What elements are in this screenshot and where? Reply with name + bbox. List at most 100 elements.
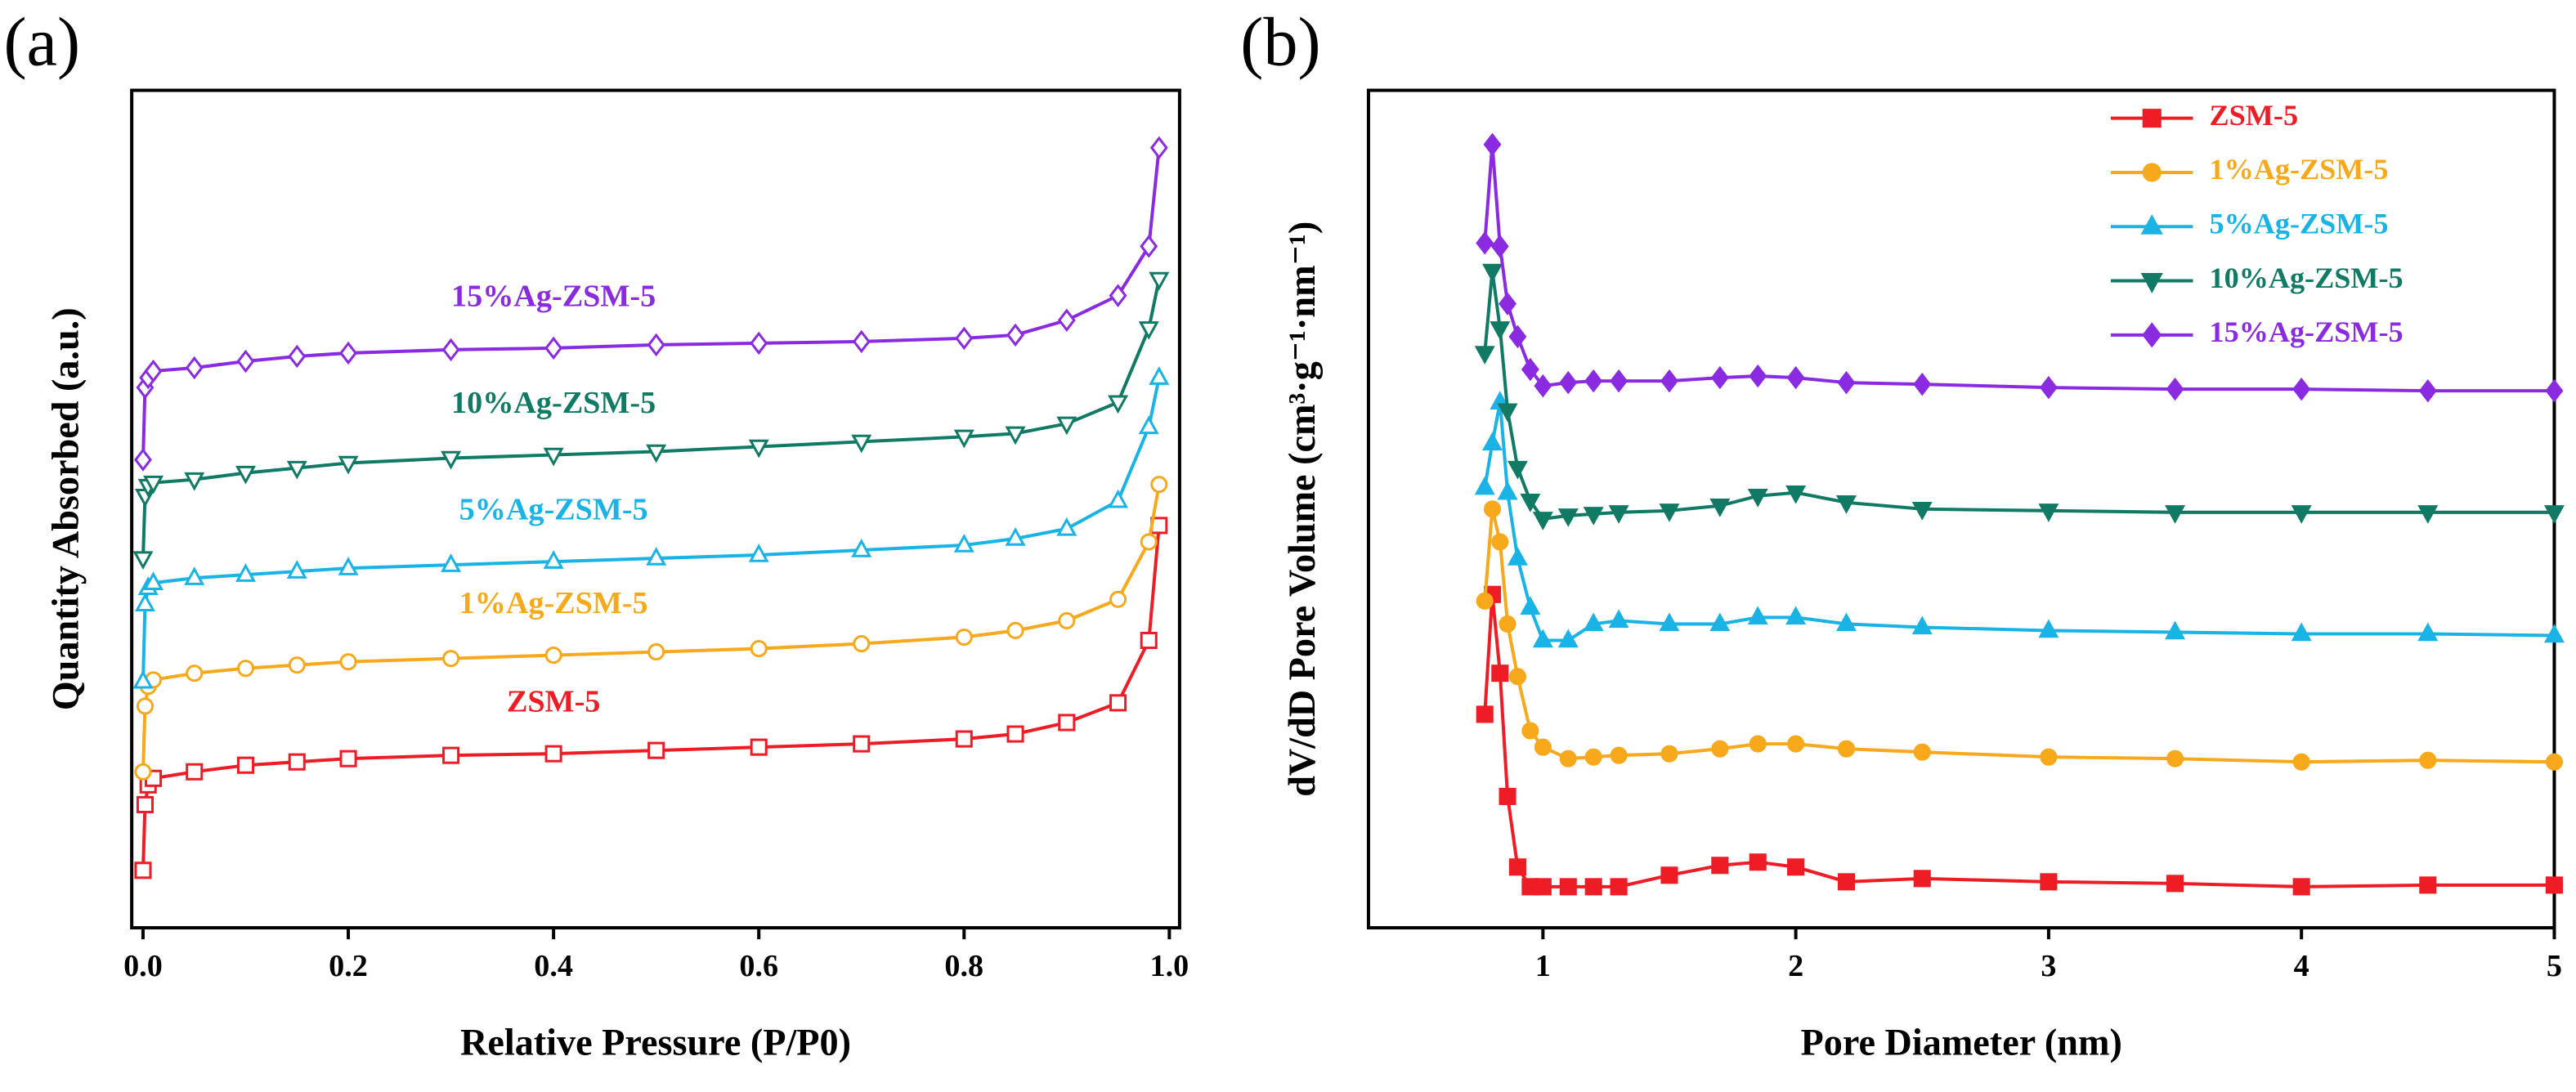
marker: [1483, 132, 1502, 157]
x-tick-label: 0.0: [123, 949, 163, 983]
marker: [1608, 609, 1629, 629]
marker: [1140, 631, 1158, 650]
marker: [288, 656, 306, 674]
marker: [543, 550, 564, 569]
x-tick-label: 1: [1535, 949, 1551, 983]
marker: [1006, 621, 1024, 640]
marker: [1006, 725, 1024, 743]
marker: [2417, 622, 2439, 642]
marker: [442, 746, 460, 764]
marker: [750, 640, 768, 658]
x-tick-label: 0.6: [739, 949, 778, 983]
marker: [235, 563, 256, 582]
series-line: [141, 377, 1161, 682]
marker: [646, 547, 667, 566]
marker: [1138, 415, 1159, 435]
marker: [1006, 323, 1024, 347]
x-tick-label: 3: [2041, 949, 2056, 983]
legend-marker: [2140, 214, 2163, 235]
marker: [1747, 488, 1768, 508]
marker: [1786, 365, 1805, 390]
marker: [1583, 507, 1604, 526]
marker: [1747, 606, 1768, 625]
marker: [1508, 858, 1526, 876]
series-label: 10%Ag-ZSM-5: [451, 386, 656, 420]
marker: [1483, 500, 1502, 518]
x-tick-label: 0.4: [534, 949, 573, 983]
marker: [338, 455, 359, 475]
marker: [1557, 629, 1579, 648]
marker: [1058, 714, 1076, 732]
marker: [1149, 366, 1170, 385]
marker: [955, 730, 973, 748]
marker: [1508, 668, 1526, 686]
legend-marker: [2142, 109, 2162, 128]
series-line: [1483, 594, 2555, 888]
marker: [1911, 502, 1933, 521]
marker: [1499, 787, 1516, 805]
x-tick-label: 0.2: [329, 949, 368, 983]
marker: [1583, 612, 1604, 632]
legend-text: 5%Ag-ZSM-5: [2210, 208, 2389, 240]
marker: [136, 795, 155, 813]
marker: [748, 439, 769, 459]
x-tick-label: 2: [1788, 949, 1803, 983]
marker: [1534, 738, 1552, 756]
marker: [1711, 857, 1729, 875]
series-label: 15%Ag-ZSM-5: [451, 279, 656, 313]
marker: [1709, 499, 1731, 517]
marker: [1497, 481, 1518, 500]
marker: [1610, 369, 1628, 393]
legend-text: ZSM-5: [2210, 99, 2298, 132]
marker: [186, 665, 204, 682]
marker: [1711, 740, 1729, 758]
marker: [1584, 748, 1602, 766]
marker: [1507, 460, 1528, 480]
marker: [1911, 615, 1933, 635]
marker: [1660, 745, 1678, 763]
marker: [1108, 489, 1129, 508]
marker: [186, 763, 204, 781]
legend-text: 1%Ag-ZSM-5: [2210, 153, 2389, 186]
marker: [1499, 292, 1516, 316]
marker: [1521, 722, 1539, 740]
marker: [1481, 263, 1503, 283]
marker: [955, 628, 973, 647]
marker: [1913, 870, 1931, 888]
marker: [544, 647, 562, 665]
marker: [1787, 735, 1805, 753]
marker: [750, 331, 768, 356]
panel-label: (b): [1240, 5, 1320, 81]
marker: [1584, 369, 1603, 393]
marker: [1559, 370, 1578, 395]
marker: [136, 697, 155, 715]
marker: [2038, 619, 2059, 638]
y-axis-label: dV/dD Pore Volume (cm³·g⁻¹·nm⁻¹): [1281, 222, 1323, 797]
panel-label: (a): [3, 5, 80, 81]
marker: [1140, 235, 1158, 258]
marker: [2417, 505, 2439, 524]
marker: [2165, 505, 2186, 524]
marker: [1610, 878, 1628, 896]
marker: [1138, 321, 1159, 340]
marker: [2038, 503, 2059, 522]
x-axis-label: Relative Pressure (P/P0): [460, 1021, 851, 1063]
marker: [953, 429, 974, 449]
marker: [2545, 753, 2564, 771]
marker: [2292, 753, 2310, 771]
marker: [1532, 512, 1553, 530]
marker: [1108, 395, 1129, 414]
marker: [1584, 878, 1602, 896]
marker: [1109, 694, 1127, 712]
marker: [2545, 378, 2564, 403]
marker: [143, 475, 164, 495]
marker: [1490, 235, 1509, 258]
x-tick-label: 1.0: [1149, 949, 1189, 983]
marker: [1532, 629, 1553, 648]
marker: [2543, 624, 2565, 643]
marker: [442, 650, 460, 668]
marker: [1787, 858, 1805, 876]
series-line: [1483, 401, 2555, 642]
marker: [1837, 370, 1856, 395]
